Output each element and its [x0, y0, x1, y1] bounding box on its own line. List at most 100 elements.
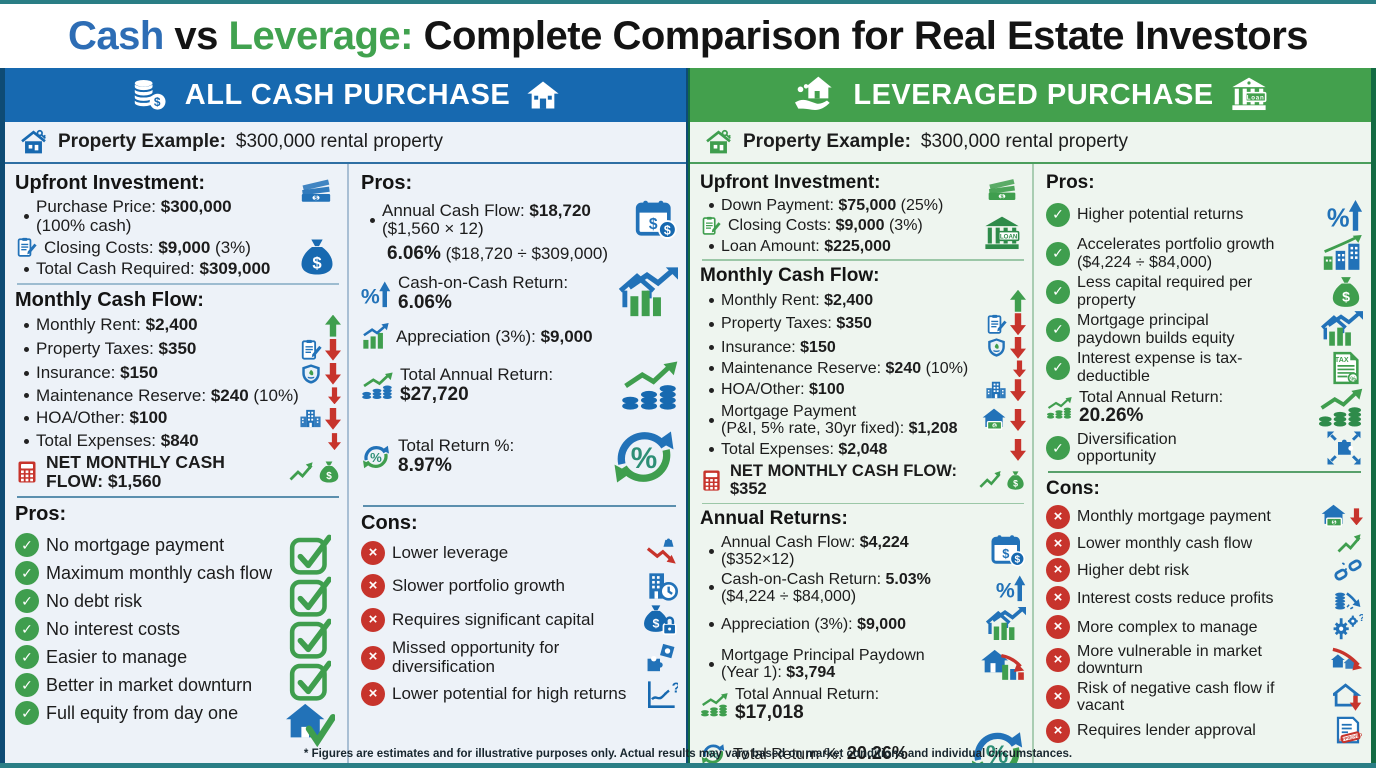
- cash-right-subcolumn: Pros: Annual Cash Flow: $18,720 ($1,560 …: [347, 164, 686, 763]
- coc-calculation-row: 6.06% ($18,720 ÷ $309,000): [387, 243, 609, 264]
- bank-loan-icon: [982, 215, 1022, 253]
- coins-icon: [131, 76, 169, 114]
- con-item: Lower monthly cash flow: [1046, 531, 1363, 556]
- leverage-right-subcolumn: Pros: Higher potential returns Accelerat…: [1032, 164, 1371, 763]
- chart-up-icon: [361, 323, 389, 351]
- rent-row: Monthly Rent: $2,400: [15, 314, 341, 337]
- money-bag-icon: [317, 460, 341, 484]
- diversification-arrows-icon: [1325, 430, 1363, 466]
- comparison-columns: ALL CASH PURCHASE Property Example: $300…: [0, 68, 1376, 763]
- leverage-cons-heading: Cons:: [1046, 478, 1100, 500]
- checkbox-icon: [289, 617, 331, 659]
- con-item: Monthly mortgage payment: [1046, 503, 1363, 530]
- down-arrow-icon: [328, 433, 341, 451]
- taxes-row: Property Taxes: $350: [700, 313, 1026, 336]
- x-circle-icon: [1046, 648, 1070, 673]
- trend-up-icon: [1335, 532, 1363, 556]
- annual-cash-flow-row: Annual Cash Flow: $18,720 ($1,560 × 12): [361, 198, 678, 242]
- pro-item: No debt risk: [15, 589, 279, 614]
- house-check-icon: [285, 701, 335, 747]
- buildings-growth-icon: [1321, 235, 1363, 273]
- pro-item: Full equity from day one: [15, 701, 279, 726]
- money-bag-icon: [297, 237, 337, 277]
- con-item: Requires significant capital: [361, 604, 678, 637]
- cash-cons-heading: Cons:: [361, 511, 418, 534]
- rent-row: Monthly Rent: $2,400: [700, 289, 1026, 312]
- loan-amount-row: Loan Amount: $225,000: [700, 238, 970, 256]
- check-circle-icon: [1046, 279, 1070, 304]
- tax-document-icon: [986, 314, 1007, 335]
- disclaimer-text: * Figures are estimates and for illustra…: [303, 748, 1073, 760]
- house-growth-chart-icon: [1319, 311, 1363, 349]
- checkbox-icon: [289, 533, 331, 575]
- divider: [1048, 471, 1361, 474]
- percent-up-icon: [361, 279, 391, 309]
- leveraged-panel: LEVERAGED PURCHASE Property Example: $30…: [688, 68, 1376, 763]
- cash-property-example: Property Example: $300,000 rental proper…: [5, 122, 686, 164]
- house-key-icon: [19, 128, 48, 157]
- leverage-upfront-heading: Upfront Investment:: [700, 172, 881, 193]
- puzzle-icon: [644, 641, 678, 675]
- building-clock-icon: [646, 570, 678, 602]
- shield-icon: [986, 337, 1007, 358]
- principal-paydown-row: Mortgage Principal Paydown (Year 1): $3,…: [700, 644, 1026, 684]
- total-annual-return-row: Total Annual Return: 20.26%: [1046, 387, 1363, 429]
- check-circle-icon: [1046, 355, 1070, 380]
- coins-growth-icon: [1046, 396, 1072, 420]
- house-money-icon: [981, 407, 1007, 433]
- maintenance-row: Maintenance Reserve: $240 (10%): [15, 386, 341, 406]
- shield-icon: [300, 363, 322, 385]
- calculator-icon: [15, 460, 39, 484]
- leverage-left-subcolumn: Upfront Investment: Down Payment: $75,00…: [690, 164, 1032, 763]
- houses-downturn-icon: [1329, 645, 1363, 675]
- x-circle-icon: [1046, 558, 1070, 583]
- down-arrow-icon: [325, 338, 341, 361]
- calendar-dollar-icon: [634, 198, 678, 242]
- cash-banner: ALL CASH PURCHASE: [5, 68, 686, 122]
- down-arrow-icon: [325, 407, 341, 430]
- x-circle-icon: [1046, 719, 1070, 744]
- con-item: Lower potential for high returns: [361, 678, 678, 710]
- closing-costs-row: Closing Costs: $9,000 (3%): [700, 216, 970, 236]
- pro-item: Diversification opportunity: [1046, 430, 1363, 466]
- appreciation-row: Appreciation (3%): $9,000: [361, 323, 678, 351]
- house-key-icon: [704, 128, 733, 157]
- check-circle-icon: [15, 533, 39, 558]
- leverage-pros-heading: Pros:: [1046, 172, 1095, 193]
- divider: [363, 504, 676, 507]
- down-arrow-icon: [1010, 409, 1026, 432]
- percent-cycle-icon: [361, 442, 391, 472]
- con-item: Higher debt risk: [1046, 557, 1363, 583]
- broken-chain-icon: [1333, 557, 1363, 583]
- clipboard-icon: [16, 237, 37, 258]
- checkbox-icon: [289, 575, 331, 617]
- down-arrow-icon: [1010, 313, 1026, 336]
- leverage-pros-section: Pros: Higher potential returns Accelerat…: [1046, 172, 1363, 466]
- x-circle-icon: [361, 540, 385, 565]
- check-circle-icon: [1046, 241, 1070, 266]
- down-arrow-icon: [1350, 508, 1363, 526]
- money-bag-icon: [1005, 470, 1026, 491]
- leverage-monthly-section: Monthly Cash Flow: Monthly Rent: $2,400 …: [700, 265, 1026, 499]
- closing-costs-row: Closing Costs: $9,000 (3%): [15, 237, 285, 258]
- cash-on-cash-row: Cash-on-Cash Return: 6.06%: [361, 267, 678, 321]
- leverage-upfront-section: Upfront Investment: Down Payment: $75,00…: [700, 172, 1026, 255]
- percent-cycle-icon: [610, 423, 678, 491]
- calculator-icon: [700, 469, 723, 492]
- house-icon: [526, 78, 560, 112]
- appreciation-row: Appreciation (3%): $9,000: [700, 607, 1026, 643]
- leverage-banner-label: LEVERAGED PURCHASE: [853, 78, 1214, 111]
- cash-upfront-heading: Upfront Investment:: [15, 172, 205, 194]
- total-return-pct-row: Total Return %: 20.26%: [700, 725, 1026, 763]
- percent-up-icon: [1327, 197, 1363, 233]
- cash-banner-label: ALL CASH PURCHASE: [184, 78, 511, 111]
- gears-question-icon: [1331, 613, 1363, 641]
- total-annual-return-row: Total Annual Return: $27,720: [361, 359, 678, 413]
- down-arrow-icon: [1010, 336, 1026, 359]
- pro-item: Mortgage principal paydown builds equity: [1046, 311, 1363, 349]
- coins-growth-icon: [361, 371, 393, 401]
- x-circle-icon: [361, 645, 385, 670]
- cash-upfront-section: Upfront Investment: Purchase Price: $300…: [15, 172, 341, 279]
- check-circle-icon: [15, 673, 39, 698]
- con-item: More complex to manage: [1046, 613, 1363, 641]
